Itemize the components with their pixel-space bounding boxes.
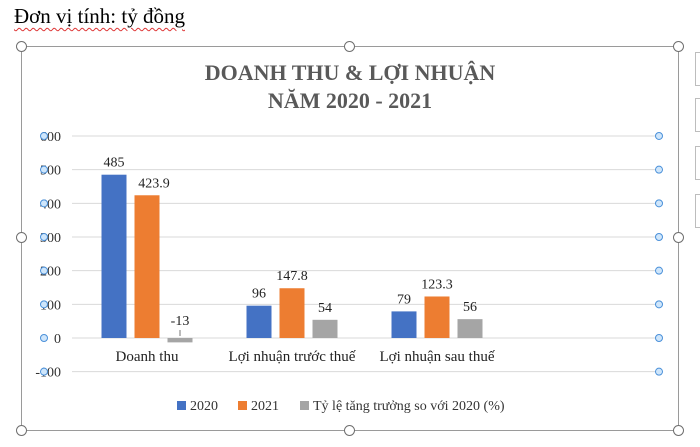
plot-area-handle[interactable] [655,165,663,174]
data-label: 56 [463,300,477,315]
bars [101,174,483,343]
legend-entry: Tỷ lệ tăng trưởng so với 2020 (%) [313,399,505,414]
plot-area-handle[interactable] [40,367,48,376]
chart-options-button[interactable] [695,194,700,228]
plot-area-handle[interactable] [40,334,48,342]
legend-entry: 2021 [251,399,279,414]
chart-title: DOANH THU & LỢI NHUẬN NĂM 2020 - 2021 [205,60,496,113]
data-label: 96 [252,287,266,302]
bar[interactable] [134,195,160,338]
plot-area-handle[interactable] [40,300,48,309]
bar[interactable] [457,319,483,338]
bar[interactable] [167,338,193,343]
chart-title-line-1: DOANH THU & LỢI NHUẬN [205,60,496,85]
plot-area-handle[interactable] [40,199,48,208]
plot-area-handle[interactable] [40,131,48,140]
data-labels: 485 96 79 423.9 147.8 123.3 -13 54 56 [104,156,477,336]
plot-area-handle[interactable] [655,300,663,309]
plot-area-handle[interactable] [655,367,663,376]
plot-area-handle[interactable] [655,266,663,275]
plot-area-handle[interactable] [655,232,663,241]
x-axis: Doanh thu Lợi nhuận trước thuế Lợi nhuận s… [116,349,495,365]
legend: 2020 2021 Tỷ lệ tăng trưởng so với 2020 (%… [177,399,505,414]
data-label: 79 [397,292,411,307]
gridlines [72,135,658,373]
resize-handle-top-left[interactable] [16,41,27,52]
legend-entry: 2020 [190,399,218,414]
plot-area-handle[interactable] [40,232,48,241]
plot-area-handle[interactable] [40,266,48,275]
x-category-label: Doanh thu [116,349,179,365]
bar[interactable] [424,296,450,338]
resize-handle-middle-right[interactable] [673,232,684,243]
resize-handle-bottom-left[interactable] [16,425,27,436]
data-label: 54 [318,301,332,316]
bar[interactable] [246,305,272,338]
resize-handle-middle-left[interactable] [16,232,27,243]
resize-handle-bottom-middle[interactable] [344,425,355,436]
plot-area-handle[interactable] [655,131,663,140]
data-label: -13 [171,314,190,329]
legend-swatch [177,401,186,410]
chart-title-line-2: NĂM 2020 - 2021 [268,88,432,113]
x-category-label: Lợi nhuận sau thuế [380,349,495,365]
plot-area-handle[interactable] [40,165,48,174]
legend-swatch [238,401,247,410]
bar[interactable] [312,319,338,338]
data-label: 485 [104,156,125,171]
resize-handle-bottom-right[interactable] [673,425,684,436]
data-label: 147.8 [276,269,308,284]
x-category-label: Lợi nhuận trước thuế [229,349,356,365]
bar[interactable] [391,311,417,338]
data-label: 423.9 [138,176,170,191]
legend-swatch [300,401,309,410]
chart-elements-button[interactable] [695,52,700,86]
bar[interactable] [279,288,305,338]
resize-handle-top-right[interactable] [673,41,684,52]
unit-label: Đơn vị tính: tỷ đồng [14,4,185,28]
bar[interactable] [101,174,127,338]
data-label: 123.3 [421,277,453,292]
chart-styles-button[interactable] [695,98,700,132]
plot-area-handle[interactable] [655,199,663,208]
y-tick-label: 0 [54,332,61,347]
resize-handle-top-middle[interactable] [344,41,355,52]
plot-area-handle[interactable] [655,334,663,342]
chart-filters-button[interactable] [695,146,700,180]
y-tick-label: -100 [35,366,61,381]
plot-area-handles [40,131,663,376]
